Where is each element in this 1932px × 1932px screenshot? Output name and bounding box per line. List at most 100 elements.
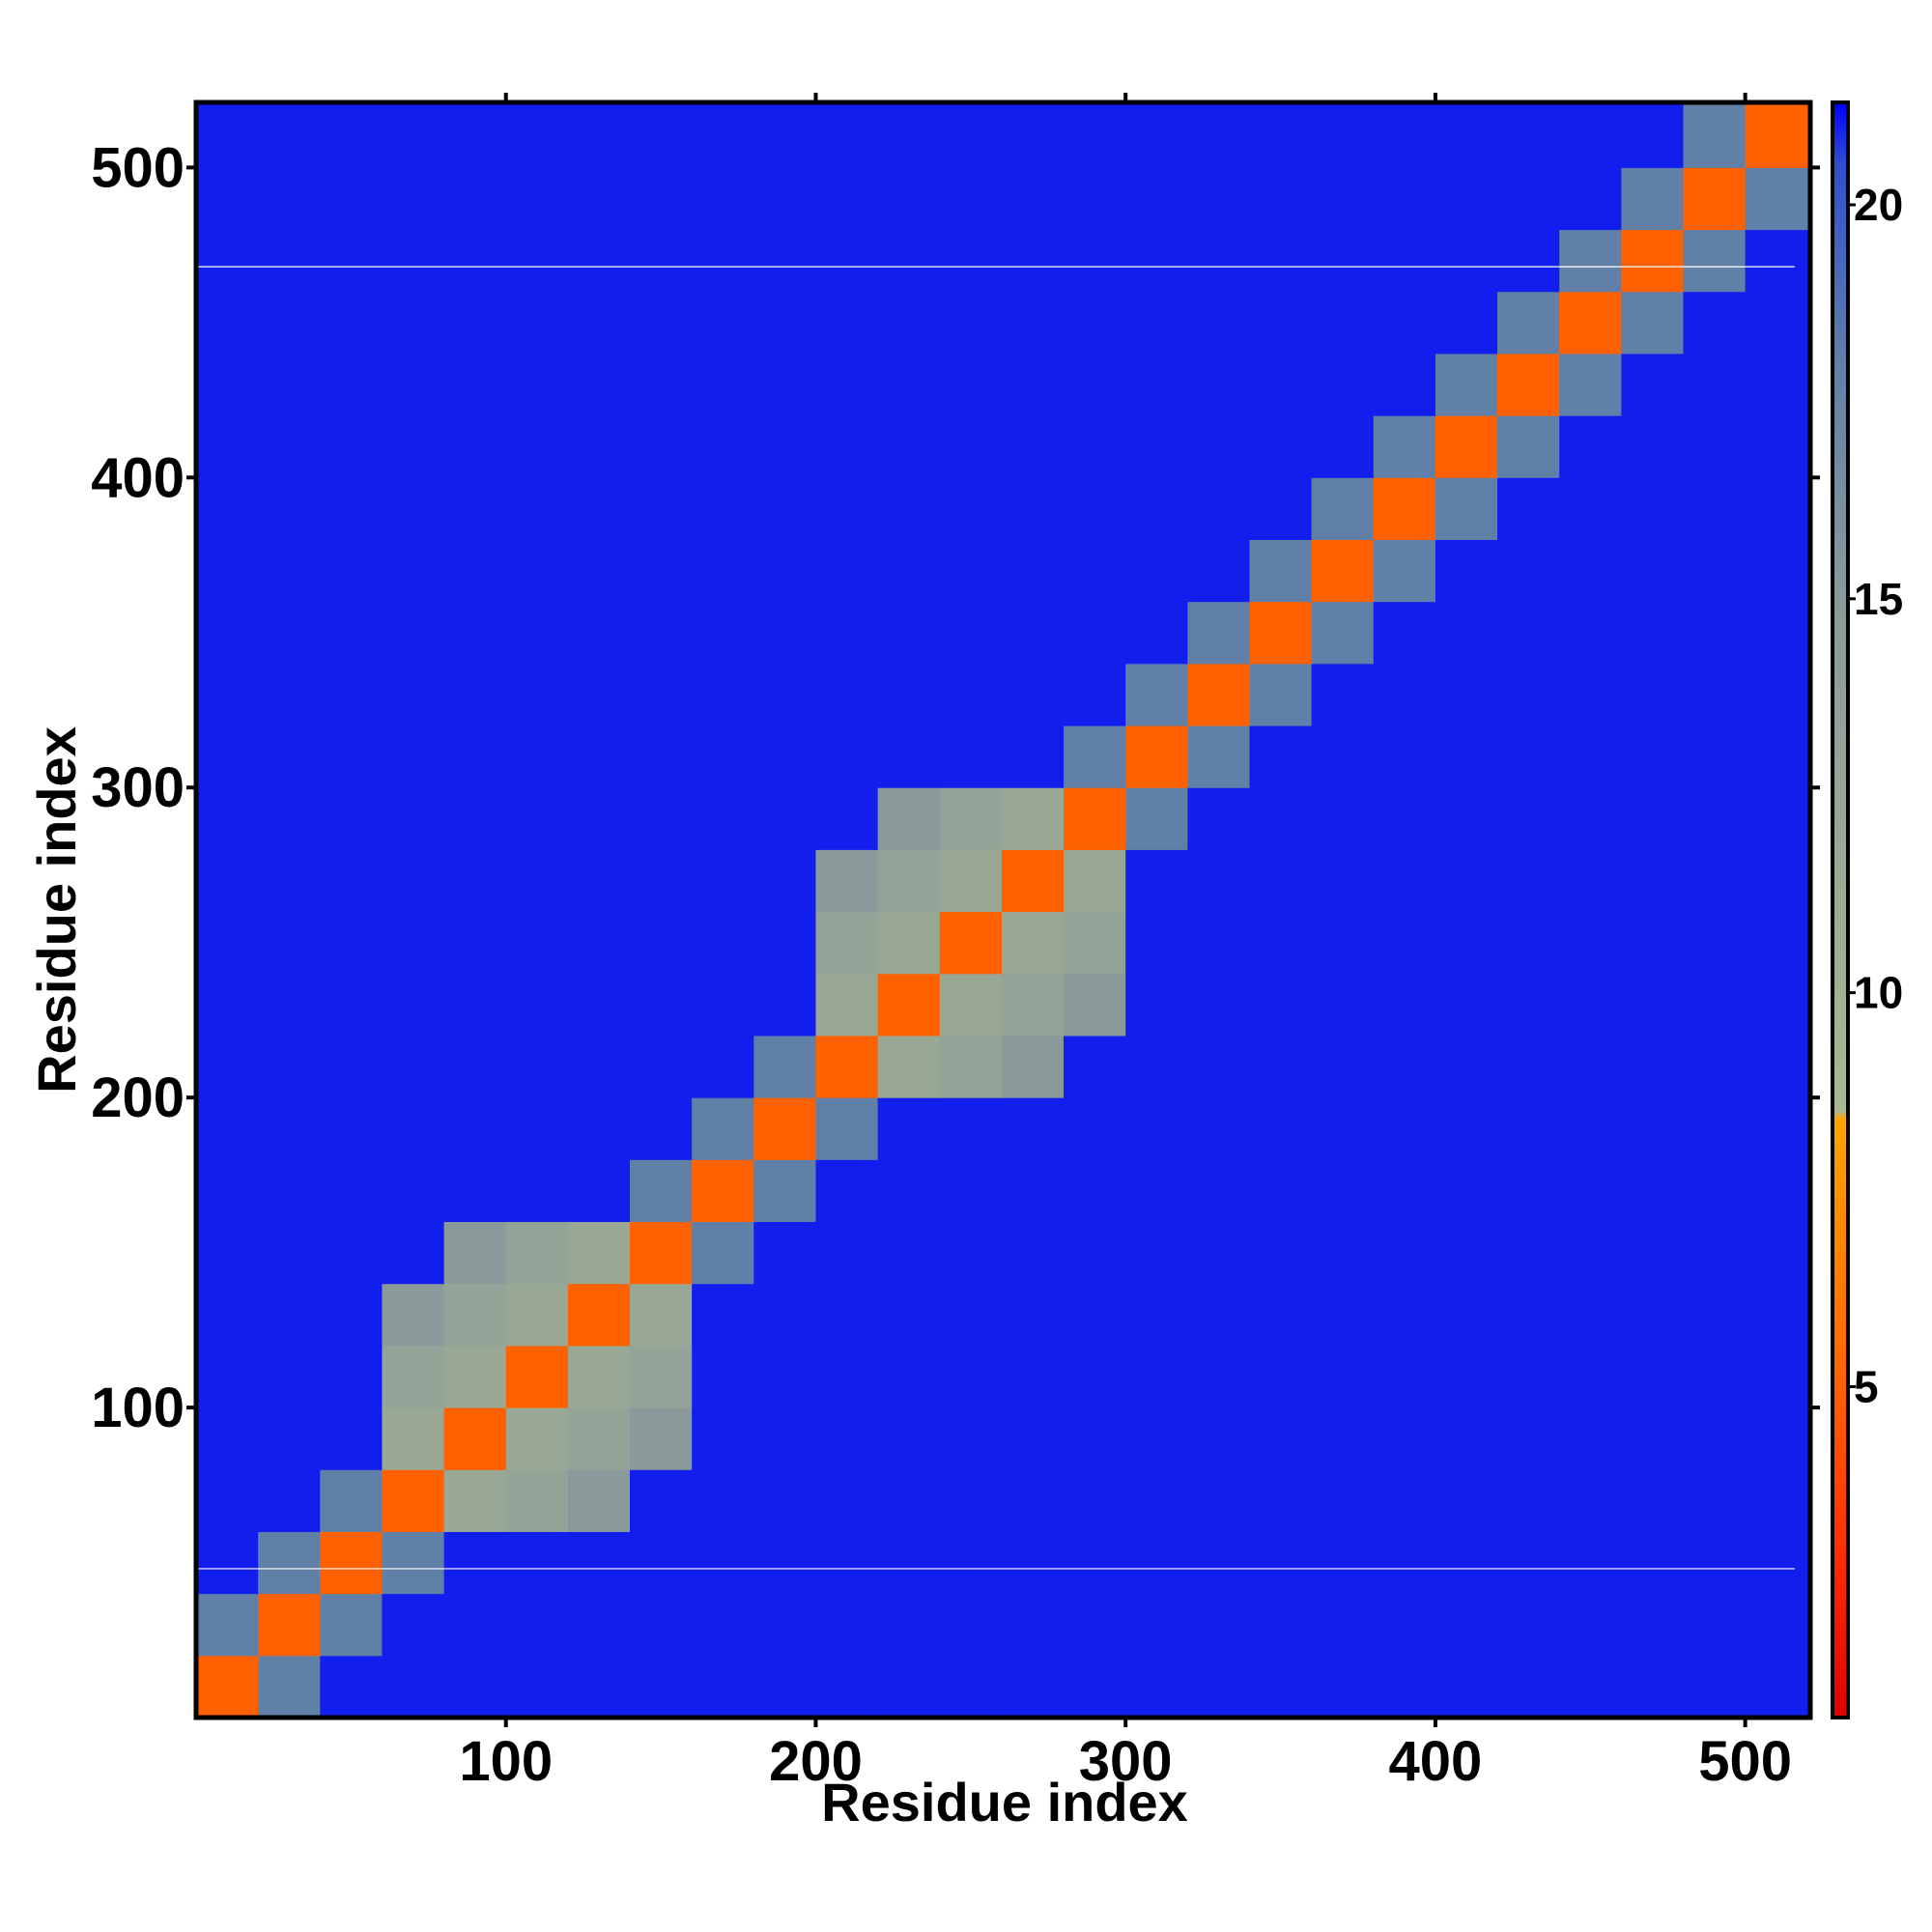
heatmap-cell [692, 102, 754, 168]
heatmap-cell [753, 973, 816, 1037]
heatmap-cell [815, 849, 879, 913]
heatmap-cell [567, 1035, 631, 1098]
heatmap-cell [1435, 601, 1498, 665]
heatmap-cell [1559, 601, 1622, 665]
heatmap-cell [815, 1593, 879, 1657]
y-tick-label: 100 [91, 1377, 185, 1439]
heatmap-cell [320, 663, 383, 726]
heatmap-cell [1683, 1283, 1747, 1347]
heatmap-cell [1311, 415, 1375, 478]
heatmap-cell [1311, 601, 1375, 665]
heatmap-cell [1497, 1407, 1560, 1470]
heatmap-cell [196, 973, 259, 1037]
heatmap-cell [1001, 1221, 1065, 1285]
heatmap-cell [1311, 1221, 1375, 1285]
heatmap-cell [196, 787, 259, 850]
heatmap-cell [753, 1655, 816, 1719]
heatmap-cell [1683, 973, 1747, 1037]
heatmap-cell [196, 911, 259, 975]
colorbar-tick-label: 20 [1854, 180, 1903, 230]
heatmap-cell [1249, 229, 1313, 293]
heatmap-cell [382, 167, 445, 231]
heatmap-cell [939, 477, 1003, 540]
heatmap-cell [382, 415, 445, 478]
heatmap-cell [258, 1531, 321, 1595]
heatmap-cell [1497, 229, 1560, 293]
heatmap-cell [877, 663, 941, 726]
heatmap-cell [1064, 663, 1126, 726]
heatmap-cell [1745, 1097, 1811, 1160]
heatmap-cell [567, 477, 631, 540]
heatmap-cell [630, 911, 693, 975]
heatmap-cell [505, 1283, 569, 1347]
heatmap-cell [505, 973, 569, 1037]
heatmap-cell [753, 1593, 816, 1657]
heatmap-cell [939, 663, 1003, 726]
heatmap-cell [505, 1221, 569, 1285]
heatmap-cell [1435, 1407, 1498, 1470]
heatmap-cell [1064, 353, 1126, 416]
heatmap-cell [630, 1159, 693, 1223]
heatmap-cell [1621, 911, 1685, 975]
heatmap-cell [1125, 1655, 1188, 1719]
heatmap-cell [1683, 539, 1747, 603]
heatmap-cell [1745, 102, 1811, 168]
heatmap-cell [258, 539, 321, 603]
heatmap-cell [692, 1407, 754, 1470]
heatmap-cell [1435, 477, 1498, 540]
heatmap-cell [1249, 167, 1313, 231]
heatmap-cell [1187, 1407, 1250, 1470]
heatmap-cell [1064, 601, 1126, 665]
heatmap-cell [630, 1221, 693, 1285]
heatmap-cell [443, 849, 507, 913]
heatmap-cell [1621, 1035, 1685, 1098]
heatmap-cell [1373, 1407, 1436, 1470]
heatmap-cell [939, 1283, 1003, 1347]
heatmap-cell [382, 1283, 445, 1347]
heatmap-cell [1621, 539, 1685, 603]
heatmap-cell [258, 849, 321, 913]
heatmap-cell [877, 601, 941, 665]
heatmap-cell [567, 725, 631, 788]
heatmap-cell [1187, 415, 1250, 478]
heatmap-cell [320, 167, 383, 231]
heatmap-cell [1373, 1221, 1436, 1285]
heatmap-cell [1125, 849, 1188, 913]
heatmap-cell [1125, 415, 1188, 478]
heatmap-cell [753, 1221, 816, 1285]
heatmap-cell [1745, 973, 1811, 1037]
heatmap-cell [320, 539, 383, 603]
heatmap-cell [505, 477, 569, 540]
heatmap-cell [443, 1531, 507, 1595]
heatmap-cell [1311, 911, 1375, 975]
heatmap-cell [939, 1221, 1003, 1285]
heatmap-cell [1064, 1221, 1126, 1285]
heatmap-cell [630, 353, 693, 416]
heatmap-cell [1435, 167, 1498, 231]
heatmap-cell [1435, 102, 1498, 168]
heatmap-cell [196, 663, 259, 726]
heatmap-cell [1621, 229, 1685, 293]
heatmap-cell [1621, 102, 1685, 168]
heatmap-cell [1064, 1655, 1126, 1719]
heatmap-cell [1435, 539, 1498, 603]
heatmap-cell [630, 1531, 693, 1595]
heatmap-cell [443, 353, 507, 416]
heatmap-cell [1187, 1345, 1250, 1408]
heatmap-cell [1435, 1159, 1498, 1223]
heatmap-cell [815, 291, 879, 355]
heatmap-cell [1745, 601, 1811, 665]
heatmap-cell [1435, 663, 1498, 726]
heatmap-cell [320, 1593, 383, 1657]
heatmap-cell [1621, 167, 1685, 231]
heatmap-cell [567, 911, 631, 975]
heatmap-cell [1249, 1097, 1313, 1160]
heatmap-cell [505, 1531, 569, 1595]
heatmap-cell [1683, 1159, 1747, 1223]
heatmap-cell [1311, 102, 1375, 168]
heatmap-cell [815, 167, 879, 231]
heatmap-cell [443, 415, 507, 478]
heatmap-cell [382, 1097, 445, 1160]
heatmap-cell [815, 1159, 879, 1223]
heatmap-cell [1435, 1469, 1498, 1532]
